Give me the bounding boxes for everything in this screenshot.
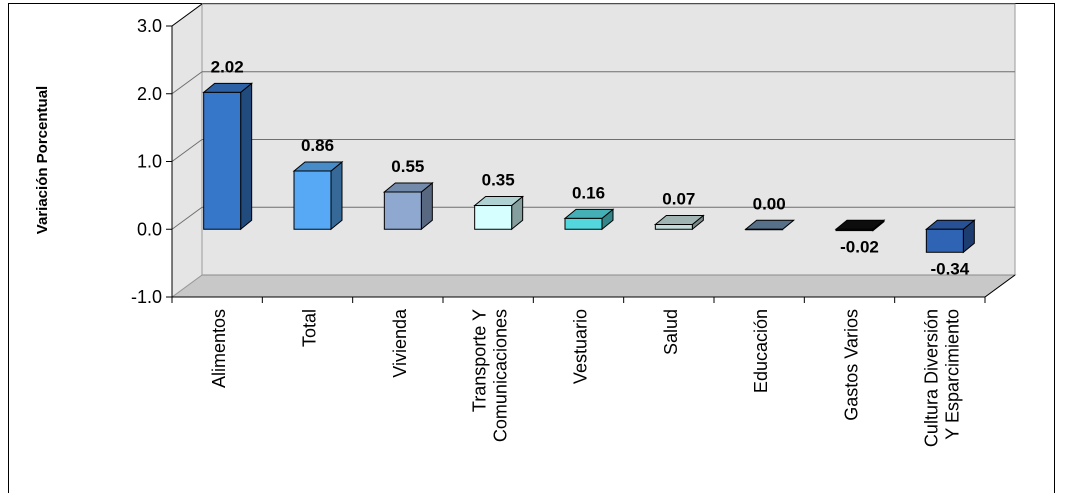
bars-group: [202, 82, 976, 254]
bar: [835, 228, 874, 232]
x-tick-label: Salud: [661, 309, 681, 355]
bar: [474, 205, 513, 230]
y-tick-label: 2.0: [137, 84, 162, 104]
data-label: 0.86: [301, 136, 334, 155]
labels-group: 3.0 2.0 1.0 0.0 -1.0 Alimentos Total Vivienda Tr…: [131, 16, 970, 447]
data-label: 2.02: [211, 57, 244, 76]
gridline-side: [171, 206, 203, 230]
x-tick-label: Gastos Varios: [842, 309, 862, 421]
data-label: -0.34: [930, 259, 969, 278]
x-tick-label: Transporte Y: [470, 309, 490, 412]
x-tick-label: Y Esparcimiento: [942, 309, 962, 440]
x-tick-label: Vivienda: [390, 308, 410, 378]
data-label: -0.02: [840, 238, 879, 257]
plot-floor: [170, 274, 1017, 298]
bar: [293, 170, 332, 230]
data-label: 0.07: [662, 190, 695, 209]
bar-side: [240, 82, 253, 231]
x-tick-label: Educación: [751, 309, 771, 393]
bar: [203, 91, 242, 230]
y-tick-label: 3.0: [137, 16, 162, 36]
bar: [925, 228, 964, 253]
gridline-side: [171, 71, 203, 95]
data-label: 0.00: [753, 194, 786, 213]
x-tick-label: Comunicaciones: [491, 309, 511, 442]
gridline-side: [171, 139, 203, 162]
y-tick-label: 0.0: [137, 219, 162, 239]
data-label: 0.35: [482, 171, 515, 190]
y-axis-label: Variación Porcentual: [34, 86, 51, 234]
data-label: 0.55: [391, 157, 424, 176]
x-axis-end: [984, 274, 1016, 298]
bar: [745, 228, 784, 231]
axes-group: [166, 3, 1016, 303]
y-axis-top: [171, 3, 203, 27]
y-tick-label: -1.0: [131, 287, 162, 307]
bar: [654, 224, 693, 230]
plot-area: [170, 3, 1017, 298]
bar: [383, 191, 422, 230]
x-tick-label: Total: [300, 309, 320, 347]
x-tick-label: Alimentos: [209, 309, 229, 388]
x-tick-label: Cultura Diversión: [921, 309, 941, 447]
data-label: 0.16: [572, 183, 605, 202]
bar: [564, 217, 603, 230]
x-tick-label: Vestuario: [571, 309, 591, 384]
y-tick-label: 1.0: [137, 152, 162, 172]
bar-side: [330, 160, 343, 231]
